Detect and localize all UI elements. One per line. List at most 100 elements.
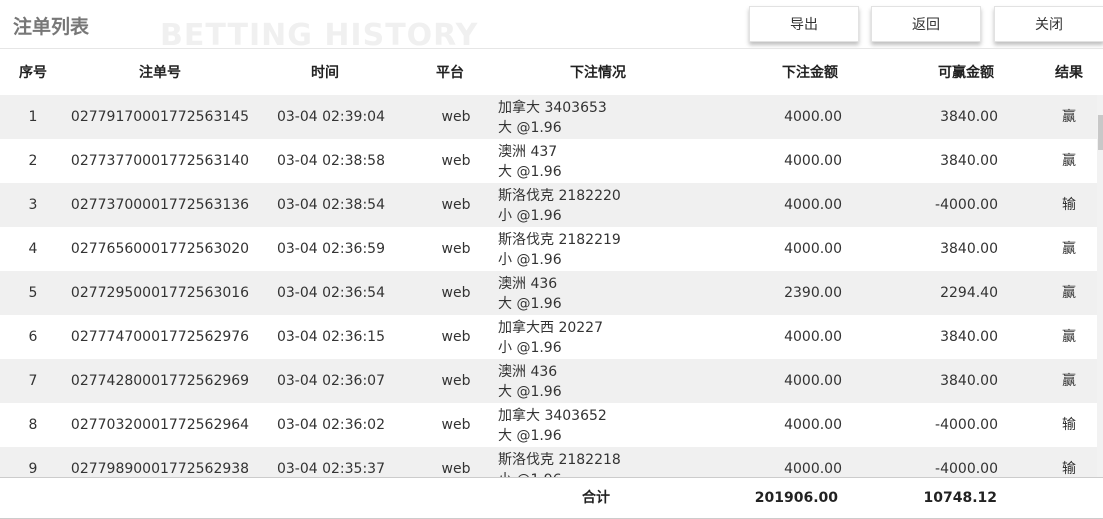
column-header: 注单号 [139,65,181,81]
platform: web [441,417,471,433]
result: 赢 [1062,285,1076,301]
total-label: 合计 [582,490,610,506]
bet-line: 小 @1.96 [498,340,562,356]
stake: 4000.00 [784,373,842,389]
time: 03-04 02:36:15 [276,329,385,345]
column-header: 下注金额 [782,65,838,81]
win: 3840.00 [940,329,998,345]
bet-line: 小 @1.96 [498,252,562,268]
table-row: 8 02770320001772562964 03-04 02:36:02 web 加拿… [0,403,1097,447]
bet-info: 加拿大 3403653 大 @1.96 [498,98,698,138]
stake: 4000.00 [784,241,842,257]
bet-info: 斯洛伐克 2182219 小 @1.96 [498,230,698,270]
stake: 4000.00 [784,109,842,125]
table-body: 1 02779170001772563145 03-04 02:39:04 web 加拿… [0,95,1097,477]
result: 赢 [1062,153,1076,169]
win: 3840.00 [940,153,998,169]
button[interactable]: 关闭 [994,6,1103,42]
total-stake: 201906.00 [754,490,838,506]
bet-line: 小 @1.96 [498,208,562,224]
platform: web [441,153,471,169]
table-row: 4 02776560001772563020 03-04 02:36:59 web 斯洛… [0,227,1097,271]
bet-id: 02773770001772563140 [70,153,250,169]
stake: 2390.00 [784,285,842,301]
bet-info: 加拿大西 20227 小 @1.96 [498,318,698,358]
seq: 6 [28,329,38,345]
result: 赢 [1062,109,1076,125]
column-header: 可赢金额 [938,65,994,81]
time: 03-04 02:38:54 [276,197,385,213]
column-header: 序号 [19,65,47,81]
result: 输 [1062,461,1076,477]
seq: 3 [28,197,38,213]
column-header: 下注情况 [570,65,626,81]
bet-id: 02776560001772563020 [70,241,250,257]
table-row: 3 02773700001772563136 03-04 02:38:54 web 斯洛… [0,183,1097,227]
title: 注单列表 [13,16,90,38]
scroll-thumb[interactable] [1098,115,1103,150]
time: 03-04 02:36:54 [276,285,385,301]
stake: 4000.00 [784,153,842,169]
seq: 1 [28,109,38,125]
table-row: 6 02777470001772562976 03-04 02:36:15 web 加拿… [0,315,1097,359]
win: -4000.00 [935,197,998,213]
bet-info: 斯洛伐克 2182220 小 @1.96 [498,186,698,226]
platform: web [441,461,471,477]
win: 3840.00 [940,373,998,389]
bet-line: 大 @1.96 [498,120,562,136]
platform: web [441,329,471,345]
platform: web [441,241,471,257]
seq: 8 [28,417,38,433]
bet-id: 02774280001772562969 [70,373,250,389]
time: 03-04 02:36:07 [276,373,385,389]
watermark: BETTING HISTORY [160,18,479,53]
bet-id: 02777470001772562976 [70,329,250,345]
table-row: 9 02779890001772562938 03-04 02:35:37 web 斯洛… [0,447,1097,477]
bet-line: 加拿大 3403653 [498,100,607,116]
platform: web [441,109,471,125]
bet-info: 斯洛伐克 2182218 小 @1.96 [498,450,698,477]
time: 03-04 02:35:37 [276,461,385,477]
bet-id: 02779890001772562938 [70,461,250,477]
column-header: 结果 [1055,65,1083,81]
scrollbar[interactable] [1097,95,1103,477]
time: 03-04 02:38:58 [276,153,385,169]
result: 赢 [1062,329,1076,345]
button[interactable]: 导出 [749,6,859,42]
bet-id: 02779170001772563145 [70,109,250,125]
bet-line: 大 @1.96 [498,296,562,312]
result: 输 [1062,197,1076,213]
bet-line: 澳洲 436 [498,364,558,380]
bet-line: 小 @1.96 [498,470,698,477]
bet-info: 澳洲 436 大 @1.96 [498,274,698,314]
win: 3840.00 [940,241,998,257]
stake: 4000.00 [784,417,842,433]
stake: 4000.00 [784,329,842,345]
platform: web [441,197,471,213]
button[interactable]: 返回 [871,6,981,42]
bet-line: 斯洛伐克 2182218 [498,452,621,468]
bet-id: 02770320001772562964 [70,417,250,433]
time: 03-04 02:39:04 [276,109,385,125]
bet-info: 加拿大 3403652 大 @1.96 [498,406,698,446]
table-footer: 合计 201906.00 10748.12 [0,477,1103,519]
seq: 2 [28,153,38,169]
bet-line: 斯洛伐克 2182220 [498,188,621,204]
table-row: 5 02772950001772563016 03-04 02:36:54 web 澳洲… [0,271,1097,315]
time: 03-04 02:36:02 [276,417,385,433]
bet-info: 澳洲 437 大 @1.96 [498,142,698,182]
win: 2294.40 [940,285,998,301]
bet-line: 加拿大 3403652 [498,408,607,424]
platform: web [441,285,471,301]
bet-line: 澳洲 437 [498,144,558,160]
table-row: 2 02773770001772563140 03-04 02:38:58 web 澳洲… [0,139,1097,183]
divider [0,48,1103,49]
column-header: 时间 [311,65,339,81]
bet-line: 大 @1.96 [498,384,562,400]
result: 输 [1062,417,1076,433]
bet-line: 大 @1.96 [498,164,562,180]
seq: 4 [28,241,38,257]
bet-line: 澳洲 436 [498,276,558,292]
stake: 4000.00 [784,197,842,213]
